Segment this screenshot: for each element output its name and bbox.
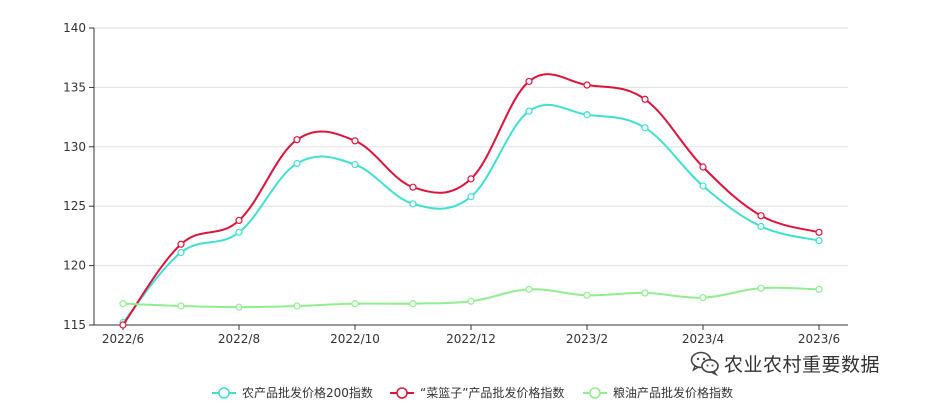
legend-label: 农产品批发价格200指数 <box>242 385 373 400</box>
legend-item: 农产品批发价格200指数 <box>212 385 373 400</box>
grid-lines <box>94 27 848 267</box>
data-point <box>351 161 359 169</box>
data-point <box>525 77 533 86</box>
legend-label: “菜篮子”产品批发价格指数 <box>420 385 564 400</box>
data-point <box>235 216 243 225</box>
wechat-icon <box>690 351 719 376</box>
y-tick-label: 120 <box>63 259 86 273</box>
legend-item: 粮油产品批发价格指数 <box>583 385 733 400</box>
watermark: 农业农村重要数据 <box>690 350 880 376</box>
series-1 <box>119 103 823 327</box>
legend-label: 粮油产品批发价格指数 <box>613 385 733 400</box>
data-point <box>235 303 243 311</box>
data-point <box>583 111 591 119</box>
data-point <box>699 294 707 302</box>
y-tick-label: 135 <box>63 80 86 94</box>
data-point <box>177 240 185 248</box>
data-point <box>815 228 823 236</box>
legend-marker <box>396 387 408 399</box>
series-group <box>119 73 823 329</box>
watermark-text: 农业农村重要数据 <box>724 353 881 376</box>
legend-marker <box>218 387 230 399</box>
legend-item: “菜篮子”产品批发价格指数 <box>390 385 564 400</box>
y-tick-label: 125 <box>63 199 86 213</box>
data-point <box>641 289 649 297</box>
x-tick-label: 2022/10 <box>330 332 380 346</box>
legend: 农产品批发价格200指数 “菜篮子”产品批发价格指数 粮油产品批发价格指数 <box>212 385 733 400</box>
data-point <box>293 136 301 144</box>
data-point <box>525 285 533 293</box>
data-point <box>409 183 417 191</box>
data-point <box>641 95 649 103</box>
x-tick-label: 2023/2 <box>566 332 608 346</box>
data-point <box>699 163 707 171</box>
data-point <box>119 300 127 308</box>
data-point <box>351 300 359 308</box>
axes: 115 120 125 130 135 140 2022/6 2022/8 2022/10 202… <box>63 21 848 346</box>
data-point <box>177 248 185 257</box>
x-tick-label: 2023/6 <box>798 332 840 346</box>
x-tick-label: 2022/12 <box>446 332 496 346</box>
x-tick-label: 2023/4 <box>682 332 724 346</box>
data-point <box>177 302 185 310</box>
data-point <box>525 107 533 115</box>
data-point <box>235 228 243 236</box>
data-point <box>757 284 765 292</box>
data-point <box>583 291 591 299</box>
legend-marker <box>589 387 601 399</box>
data-point <box>293 302 301 310</box>
data-point <box>409 200 417 208</box>
y-tick-label: 130 <box>63 140 86 154</box>
data-point <box>467 175 475 183</box>
y-tick-label: 115 <box>63 318 86 332</box>
data-point <box>815 285 823 293</box>
data-point <box>119 321 127 329</box>
data-point <box>757 212 765 220</box>
data-point <box>757 222 765 230</box>
data-point <box>583 81 591 89</box>
data-point <box>699 182 707 190</box>
x-tick-label: 2022/6 <box>102 332 144 346</box>
data-point <box>409 300 417 308</box>
x-tick-label: 2022/8 <box>218 332 260 346</box>
y-tick-label: 140 <box>63 21 86 35</box>
series-2 <box>119 73 823 329</box>
data-point <box>641 124 649 132</box>
data-point <box>351 137 359 145</box>
data-point <box>293 159 301 168</box>
series-line <box>122 103 820 324</box>
data-point <box>467 193 475 201</box>
data-point <box>815 237 823 245</box>
data-point <box>467 297 475 305</box>
series-3 <box>119 284 823 311</box>
